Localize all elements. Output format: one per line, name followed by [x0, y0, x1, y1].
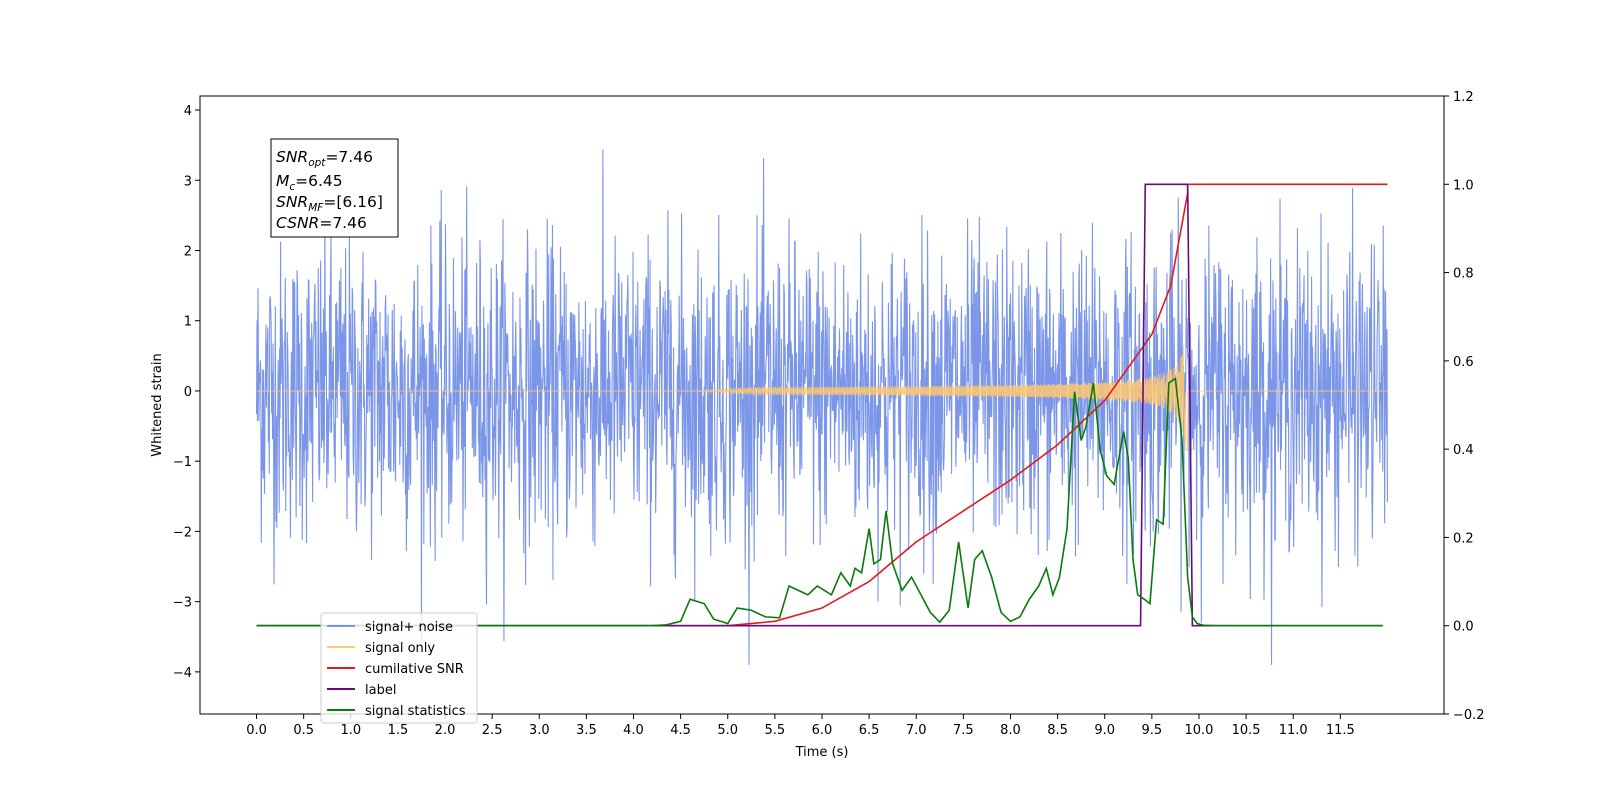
x-tick-label: 9.0: [1094, 723, 1115, 738]
x-tick-label: 11.0: [1279, 723, 1308, 738]
x-axis-label: Time (s): [795, 745, 849, 760]
legend: signal+ noise signal only cumilative SNR…: [320, 612, 478, 724]
x-tick-label: 5.0: [717, 723, 738, 738]
signal-line: [256, 345, 1388, 451]
series-signal-plus-noise: [255, 149, 1388, 665]
legend-label-cumsnr: cumilative SNR: [365, 662, 464, 677]
annotation-snr-opt: SNRopt=7.46: [276, 148, 373, 169]
x-tick-label: 10.0: [1184, 723, 1213, 738]
annotation-snr-mf: SNRMF=[6.16]: [276, 193, 383, 214]
y2-tick-label: 0.0: [1453, 620, 1474, 635]
series-line-cumilative-snr: [256, 183, 1388, 627]
y2-axis-ticks: 1.2 1.0 0.8 0.6 0.4 0.2 0.0 −0.2: [1444, 90, 1485, 723]
x-tick-label: 3.5: [576, 723, 597, 738]
x-tick-label: 5.5: [765, 723, 786, 738]
noise-line: [255, 149, 1388, 665]
y-tick-label: 1: [184, 315, 192, 330]
y-axis-ticks: 4 3 2 1 0 −1 −2 −3 −4: [173, 104, 200, 681]
series-signal-only: [256, 345, 1388, 451]
y-tick-label: −1: [173, 455, 192, 470]
x-tick-label: 7.0: [906, 723, 927, 738]
x-tick-label: 8.5: [1047, 723, 1068, 738]
annotation-box: SNRopt=7.46 Mc=6.45 SNRMF=[6.16] CSNR=7.…: [270, 138, 399, 238]
x-tick-label: 11.5: [1326, 723, 1355, 738]
y-tick-label: −4: [173, 666, 192, 681]
x-tick-label: 0.5: [293, 723, 314, 738]
legend-label-stats: signal statistics: [365, 704, 466, 719]
legend-label-signal: signal only: [365, 641, 435, 656]
y2-tick-label: 0.2: [1453, 531, 1474, 546]
y-tick-label: −2: [173, 525, 192, 540]
x-tick-label: 1.0: [340, 723, 361, 738]
x-tick-label: 2.0: [435, 723, 456, 738]
x-tick-label: 4.0: [623, 723, 644, 738]
legend-label-label: label: [365, 683, 396, 698]
y2-tick-label: 0.4: [1453, 443, 1474, 458]
y2-tick-label: 1.0: [1453, 178, 1474, 193]
x-tick-label: 2.5: [482, 723, 503, 738]
x-tick-label: 1.5: [388, 723, 409, 738]
annotation-mc: Mc=6.45: [276, 172, 343, 193]
y2-tick-label: 1.2: [1453, 90, 1474, 105]
x-tick-label: 8.0: [1000, 723, 1021, 738]
y2-tick-label: 0.6: [1453, 355, 1474, 370]
y-tick-label: 3: [184, 174, 192, 189]
y-tick-label: 0: [184, 385, 192, 400]
y2-tick-label: −0.2: [1453, 708, 1485, 723]
y-tick-label: −3: [173, 596, 192, 611]
y-axis-label: Whitened strain: [150, 353, 165, 456]
x-tick-label: 3.0: [529, 723, 550, 738]
right-axis-series: [256, 183, 1388, 627]
x-tick-label: 7.5: [953, 723, 974, 738]
x-tick-label: 0.0: [246, 723, 267, 738]
annotation-csnr: CSNR=7.46: [276, 214, 367, 232]
x-tick-label: 4.5: [670, 723, 691, 738]
y-tick-label: 2: [184, 245, 192, 260]
y2-tick-label: 0.8: [1453, 267, 1474, 282]
x-tick-label: 6.0: [812, 723, 833, 738]
y-tick-label: 4: [184, 104, 192, 119]
x-tick-label: 6.5: [859, 723, 880, 738]
x-tick-label: 9.5: [1142, 723, 1163, 738]
x-axis-ticks: 0.0 0.5 1.0 1.5 2.0 2.5 3.0 3.5 4.0 4.5 5.0 5.5 6.0 6…: [246, 714, 1355, 738]
x-tick-label: 10.5: [1232, 723, 1261, 738]
legend-label-noise: signal+ noise: [365, 620, 453, 635]
series-line-signal-statistics: [256, 377, 1383, 627]
